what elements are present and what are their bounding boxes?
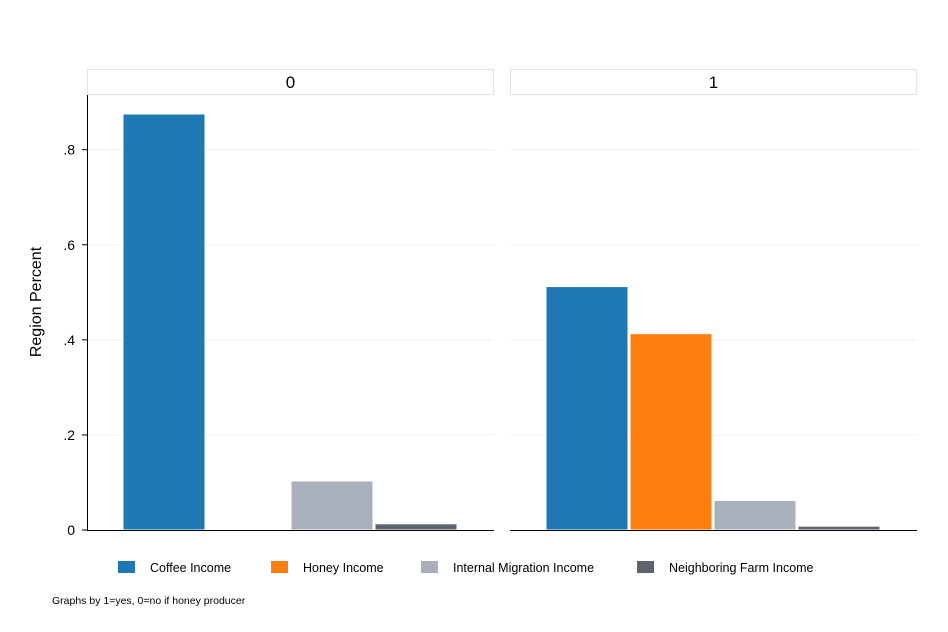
- legend-item: Coffee Income: [118, 561, 231, 575]
- bar-internal-migration-income: [713, 500, 797, 531]
- bar-neighboring-farm-income: [797, 525, 881, 531]
- panel-title: 0: [286, 73, 295, 92]
- legend-label: Neighboring Farm Income: [669, 561, 814, 575]
- bar-coffee-income: [545, 286, 629, 531]
- y-tick-label: .8: [63, 142, 75, 158]
- legend-item: Internal Migration Income: [421, 561, 594, 575]
- legend-swatch: [637, 561, 654, 573]
- y-axis-label: Region Percent: [28, 246, 45, 357]
- y-tick-label: 0: [67, 522, 75, 538]
- bar-honey-income: [629, 333, 713, 531]
- y-tick-label: .4: [63, 332, 75, 348]
- panel-title: 1: [709, 73, 718, 92]
- legend-swatch: [118, 561, 135, 573]
- legend-swatch: [421, 561, 438, 573]
- legend: Coffee Income Honey Income Internal Migrat…: [118, 561, 814, 575]
- bar-neighboring-farm-income: [374, 523, 458, 531]
- legend-item: Honey Income: [271, 561, 384, 575]
- bar-coffee-income: [122, 113, 206, 531]
- bar-internal-migration-income: [290, 480, 374, 531]
- chart-note: Graphs by 1=yes, 0=no if honey producer: [52, 595, 246, 607]
- panel-header: [87, 69, 494, 95]
- legend-swatch: [271, 561, 288, 573]
- panel-header: [510, 69, 917, 95]
- y-axis: 0 .2 .4 .6 .8: [63, 95, 88, 538]
- y-tick-label: .2: [63, 427, 75, 443]
- panel-1: 1: [510, 69, 917, 531]
- y-tick-label: .6: [63, 237, 75, 253]
- panel-0: 0: [87, 69, 494, 531]
- legend-item: Neighboring Farm Income: [637, 561, 814, 575]
- legend-label: Honey Income: [303, 561, 384, 575]
- legend-label: Coffee Income: [150, 561, 231, 575]
- legend-label: Internal Migration Income: [453, 561, 594, 575]
